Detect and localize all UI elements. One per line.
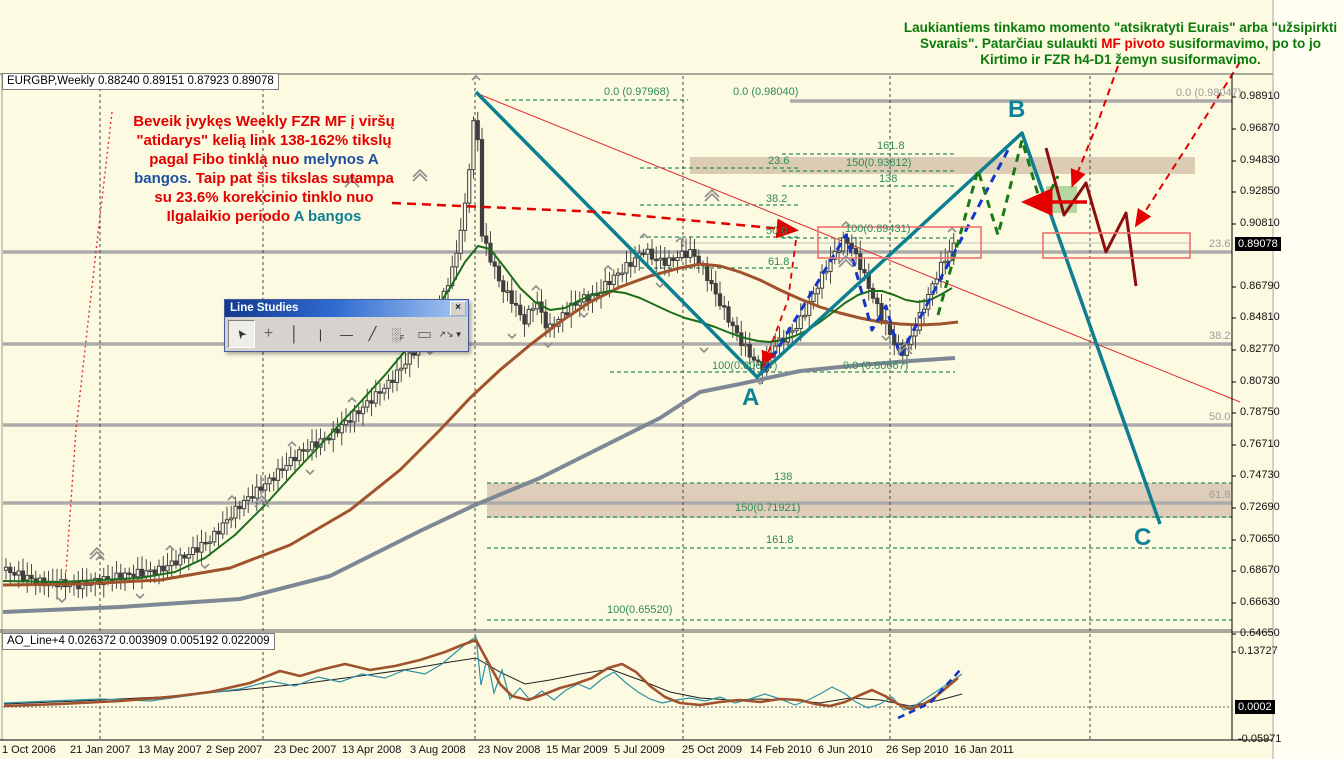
line-studies-titlebar[interactable]: Line Studies × [225,300,468,317]
red-annotation-line: "atidarys" kelią link 138-162% tikslų [136,132,392,149]
red-annotation: Beveik įvykęs Weekly FZR MF į viršų "atid… [96,112,432,226]
fib-level-label: 100(0.80627) [712,360,778,372]
indicator-axis-label: -0.05971 [1238,733,1282,745]
fib-level-label: 50.0 [1209,411,1231,423]
red-annotation-line: Beveik įvykęs Weekly FZR MF į viršų [133,113,395,130]
indicator-axis-label: 0.13727 [1238,645,1278,657]
time-axis-label: 5 Jul 2009 [614,744,665,756]
price-axis-label: 0.74730 [1240,469,1280,481]
line-studies-buttons: ➤ + │ | — ╱ ░ F ▭ ↗↘ ▼ [225,317,468,351]
fib-level-label: 100(0.65520) [607,604,673,616]
top-annotation-line: Kirtimo ir FZR h4-D1 žemyn susiformavimo… [980,52,1261,67]
fib-level-label: 50.0 [766,225,788,237]
price-axis-label: 0.92850 [1240,185,1280,197]
trendline-tool-icon[interactable]: ╱ [368,326,377,341]
time-axis-label: 6 Jun 2010 [818,744,873,756]
time-axis-label: 16 Jan 2011 [954,744,1014,756]
symbol-ohlc-readout: EURGBP,Weekly 0.88240 0.89151 0.87923 0.… [2,73,279,90]
fib-level-label: 161.8 [766,534,794,546]
time-axis-label: 1 Oct 2006 [2,744,56,756]
fib-level-label: 161.8 [877,140,905,152]
indicator-value-tag: 0.0002 [1235,700,1275,714]
time-axis-label: 21 Jan 2007 [70,744,131,756]
fib-level-label: 38.2 [766,193,788,205]
close-icon[interactable]: × [450,301,466,316]
price-axis-label: 0.94830 [1240,154,1280,166]
price-axis-label: 0.66630 [1240,596,1280,608]
price-axis-label: 0.72690 [1240,501,1280,513]
cursor-tool-icon[interactable]: ➤ [228,320,255,348]
price-axis-label: 0.68670 [1240,564,1280,576]
fib-level-label: 0.0 (0.97968) [604,86,670,98]
line-studies-title: Line Studies [230,302,299,314]
time-axis-label: 26 Sep 2010 [886,744,949,756]
fib-level-label: 23.6 [1209,238,1231,250]
vertical-line-tool-icon[interactable]: │ [289,325,300,343]
time-axis-label: 13 May 2007 [138,744,202,756]
fib-level-label: 61.8 [768,256,790,268]
red-annotation-line: bangos. Taip pat šis tikslas sutampa [134,170,394,187]
time-axis-label: 23 Nov 2008 [478,744,541,756]
wave-label-b: B [1008,96,1026,123]
price-axis-label: 0.80730 [1240,375,1280,387]
fibo-grid-tool-icon[interactable]: ░ F [391,326,405,342]
wave-label-c: C [1134,524,1152,551]
wave-label-a: A [742,384,760,411]
fib-level-label: 38.2 [1209,330,1231,342]
fib-level-label: 61.8 [1209,489,1231,501]
current-price-tag: 0.89078 [1235,237,1281,251]
line-studies-toolbar[interactable]: Line Studies × ➤ + │ | — ╱ ░ F ▭ ↗↘ ▼ [224,299,469,352]
rectangle-tool-icon[interactable]: ▭ [416,326,433,343]
vertical-line2-tool-icon[interactable]: | [318,326,323,342]
top-right-annotation: Laukiantiems tinkamo momento "atsikratyt… [898,20,1343,68]
time-axis-label: 23 Dec 2007 [274,744,337,756]
top-annotation-line: Svarais". Patarčiau sulaukti MF pivoto s… [919,36,1321,51]
time-axis-label: 3 Aug 2008 [410,744,466,756]
fib-level-label: 0.0 (0.98047) [1176,87,1242,99]
fib-level-label: 0.0 (0.80667) [843,360,909,372]
fib-level-label: 0.0 (0.98040) [733,86,799,98]
price-axis-label: 0.98910 [1240,90,1280,102]
fib-level-label: 23.6 [768,155,790,167]
top-annotation-line: Laukiantiems tinkamo momento "atsikratyt… [903,20,1338,35]
fib-level-label: 138 [774,471,793,483]
arrows-tool-icon[interactable]: ↗↘ ▼ [438,328,463,339]
fib-level-label: 150(0.71921) [735,502,801,514]
time-axis-label: 15 Mar 2009 [546,744,608,756]
time-axis-label: 2 Sep 2007 [206,744,263,756]
price-axis-label: 0.76710 [1240,438,1280,450]
time-axis-label: 13 Apr 2008 [342,744,402,756]
fib-level-label: 138 [879,173,898,185]
fib-level-label: 150(0.93812) [846,157,912,169]
price-axis-label: 0.96870 [1240,122,1280,134]
price-axis-label: 0.90810 [1240,217,1280,229]
price-axis-label: 0.84810 [1240,311,1280,323]
time-axis-label: 14 Feb 2010 [750,744,812,756]
price-axis-label: 0.78750 [1240,406,1280,418]
price-axis-label: 0.70650 [1240,533,1280,545]
horizontal-line-tool-icon[interactable]: — [340,326,353,342]
indicator-label: AO_Line+4 0.026372 0.003909 0.005192 0.0… [2,633,275,650]
price-axis-label: 0.82770 [1240,343,1280,355]
fib-level-label: 100(0.89431) [845,223,911,235]
price-axis-label: 0.86790 [1240,280,1280,292]
time-axis-label: 25 Oct 2009 [682,744,742,756]
red-annotation-line: Ilgalaikio periodo A bangos [166,208,362,225]
red-annotation-line: su 23.6% korekcinio tinklo nuo [154,189,374,206]
crosshair-tool-icon[interactable]: + [263,325,274,342]
price-axis-label: 0.64650 [1240,627,1280,639]
red-annotation-line: pagal Fibo tinklą nuo melynos A [149,151,379,168]
